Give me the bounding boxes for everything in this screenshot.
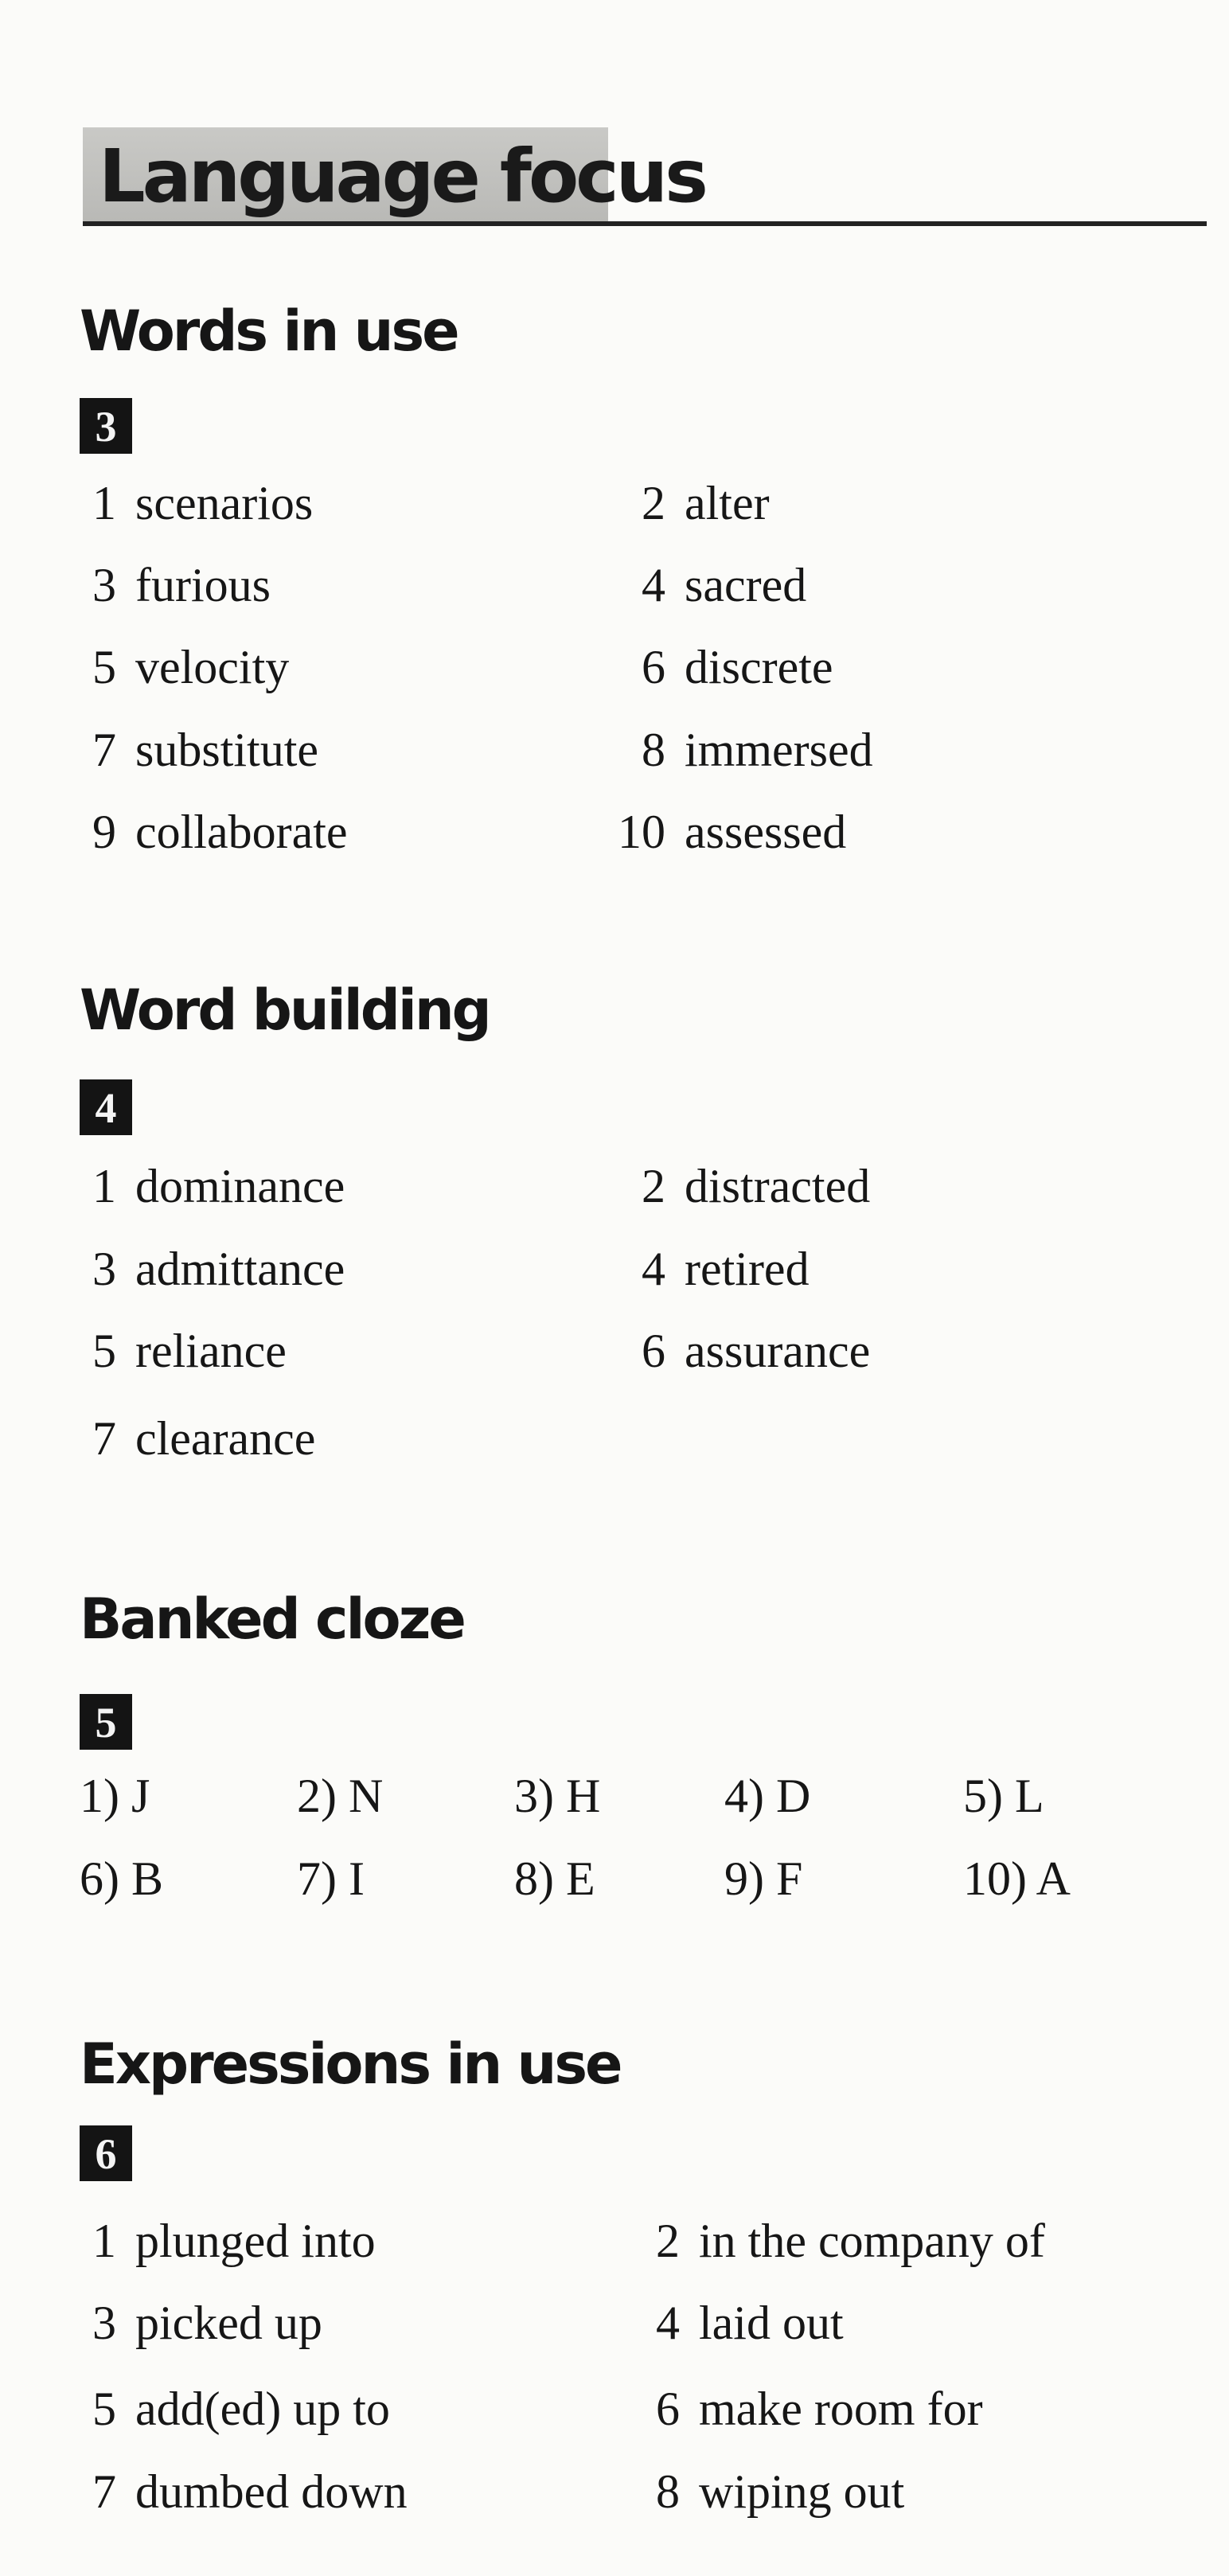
item-answer: scenarios: [135, 477, 314, 529]
item-answer: retired: [685, 1243, 810, 1295]
item-number: 6: [642, 641, 665, 693]
item-number: 4: [642, 1243, 665, 1295]
answer-item: 4 laid out: [609, 2295, 844, 2351]
answer-item: 1 dominance: [48, 1158, 345, 1214]
answer-item: 5 add(ed) up to: [48, 2381, 390, 2437]
answer-item: 7) I: [297, 1852, 365, 1905]
item-number: 2: [642, 1160, 665, 1212]
answer-item: 4 retired: [597, 1241, 810, 1297]
item-answer: in the company of: [699, 2215, 1045, 2267]
answer-item: 7 clearance: [48, 1411, 315, 1466]
item-answer: admittance: [135, 1243, 345, 1295]
item-number: 4: [642, 559, 665, 611]
item-answer: plunged into: [135, 2215, 376, 2267]
item-answer: collaborate: [135, 806, 348, 858]
item-answer: discrete: [685, 641, 833, 693]
item-number: 4: [656, 2297, 680, 2349]
item-answer: velocity: [135, 641, 290, 693]
item-answer: clearance: [135, 1412, 316, 1465]
item-answer: distracted: [685, 1160, 871, 1212]
answer-item: 2 in the company of: [609, 2213, 1045, 2269]
item-number: 1: [92, 477, 116, 529]
answer-item: 6 discrete: [597, 639, 833, 695]
answer-item: 6) B: [80, 1852, 163, 1905]
answer-item: 8 immersed: [597, 722, 873, 778]
answer-item: 10 assessed: [597, 804, 846, 860]
item-answer: dumbed down: [135, 2465, 408, 2518]
item-number: 2: [656, 2215, 680, 2267]
item-answer: immersed: [685, 724, 873, 776]
page-title: Language focus: [99, 134, 708, 219]
item-answer: furious: [135, 559, 271, 611]
answer-item: 9 collaborate: [48, 804, 348, 860]
exercise-number-badge: 3: [80, 398, 132, 454]
answer-item: 1 scenarios: [48, 475, 313, 531]
item-number: 10: [618, 806, 665, 858]
answer-item: 8) E: [514, 1852, 595, 1905]
answer-item: 7 dumbed down: [48, 2464, 408, 2519]
item-number: 6: [656, 2383, 680, 2435]
item-number: 7: [92, 1412, 116, 1465]
answer-item: 6 assurance: [597, 1323, 870, 1379]
section-title: Expressions in use: [80, 2032, 623, 2097]
answer-item: 3 picked up: [48, 2295, 322, 2351]
item-number: 5: [92, 641, 116, 693]
exercise-number-badge: 4: [80, 1079, 132, 1135]
answer-item: 7 substitute: [48, 722, 318, 778]
item-answer: wiping out: [699, 2465, 905, 2518]
item-number: 7: [92, 2465, 116, 2518]
answer-item: 8 wiping out: [609, 2464, 904, 2519]
answer-item: 10) A: [963, 1852, 1071, 1905]
item-number: 7: [92, 724, 116, 776]
item-number: 8: [642, 724, 665, 776]
item-answer: sacred: [685, 559, 807, 611]
item-answer: dominance: [135, 1160, 345, 1212]
item-number: 8: [656, 2465, 680, 2518]
answer-item: 2 distracted: [597, 1158, 870, 1214]
item-number: 1: [92, 1160, 116, 1212]
item-answer: picked up: [135, 2297, 322, 2349]
item-number: 6: [642, 1325, 665, 1377]
item-answer: assurance: [685, 1325, 871, 1377]
answer-item: 9) F: [724, 1852, 803, 1905]
item-number: 3: [92, 2297, 116, 2349]
answer-item: 4) D: [724, 1770, 811, 1822]
item-number: 3: [92, 559, 116, 611]
item-number: 3: [92, 1243, 116, 1295]
item-answer: make room for: [699, 2383, 983, 2435]
answer-item: 5) L: [963, 1770, 1044, 1822]
answer-item: 5 reliance: [48, 1323, 287, 1379]
answer-item: 2 alter: [597, 475, 770, 531]
answer-item: 4 sacred: [597, 557, 806, 613]
item-answer: alter: [685, 477, 770, 529]
item-number: 2: [642, 477, 665, 529]
item-number: 5: [92, 2383, 116, 2435]
header-banner: [83, 127, 608, 221]
header-rule: [83, 221, 1207, 226]
item-answer: substitute: [135, 724, 319, 776]
item-answer: reliance: [135, 1325, 287, 1377]
answer-item: 3 furious: [48, 557, 271, 613]
section-title: Word building: [80, 978, 492, 1043]
exercise-number-badge: 6: [80, 2125, 132, 2181]
item-answer: assessed: [685, 806, 847, 858]
exercise-number-badge: 5: [80, 1694, 132, 1750]
item-number: 9: [92, 806, 116, 858]
section-title: Words in use: [80, 299, 460, 364]
answer-item: 2) N: [297, 1770, 384, 1822]
answer-item: 6 make room for: [609, 2381, 983, 2437]
answer-item: 3) H: [514, 1770, 601, 1822]
item-number: 5: [92, 1325, 116, 1377]
answer-item: 1 plunged into: [48, 2213, 376, 2269]
item-answer: laid out: [699, 2297, 844, 2349]
section-title: Banked cloze: [80, 1587, 466, 1652]
answer-item: 3 admittance: [48, 1241, 345, 1297]
answer-item: 1) J: [80, 1770, 150, 1822]
answer-item: 5 velocity: [48, 639, 289, 695]
item-number: 1: [92, 2215, 116, 2267]
item-answer: add(ed) up to: [135, 2383, 390, 2435]
